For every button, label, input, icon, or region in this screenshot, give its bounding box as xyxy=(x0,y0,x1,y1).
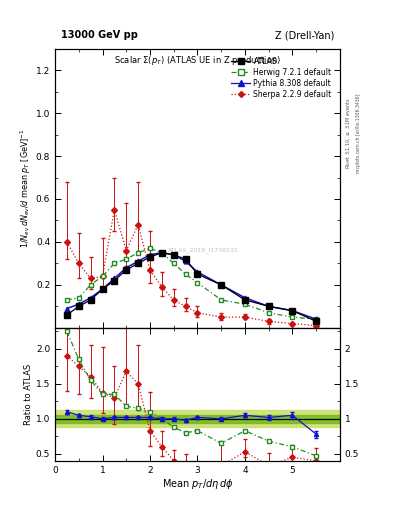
Text: 13000 GeV pp: 13000 GeV pp xyxy=(61,30,138,40)
Legend: ATLAS, Herwig 7.2.1 default, Pythia 8.308 default, Sherpa 2.2.9 default: ATLAS, Herwig 7.2.1 default, Pythia 8.30… xyxy=(230,55,333,100)
Text: Z (Drell-Yan): Z (Drell-Yan) xyxy=(275,30,334,40)
X-axis label: Mean $p_T/d\eta\,d\phi$: Mean $p_T/d\eta\,d\phi$ xyxy=(162,477,233,492)
Text: mcplots.cern.ch [arXiv:1306.3436]: mcplots.cern.ch [arXiv:1306.3436] xyxy=(356,93,361,173)
Y-axis label: $1/N_{ev}\,dN_{ev}/d$ mean $p_T$ [GeV]$^{-1}$: $1/N_{ev}\,dN_{ev}/d$ mean $p_T$ [GeV]$^… xyxy=(18,129,33,248)
Title: Scalar $\Sigma(p_T)$ (ATLAS UE in Z production): Scalar $\Sigma(p_T)$ (ATLAS UE in Z prod… xyxy=(114,54,281,67)
Text: ATLAS_2019_I1736531: ATLAS_2019_I1736531 xyxy=(168,247,239,252)
Y-axis label: Ratio to ATLAS: Ratio to ATLAS xyxy=(24,364,33,425)
Text: Rivet 3.1.10, $\geq$ 3.1M events: Rivet 3.1.10, $\geq$ 3.1M events xyxy=(344,97,352,169)
